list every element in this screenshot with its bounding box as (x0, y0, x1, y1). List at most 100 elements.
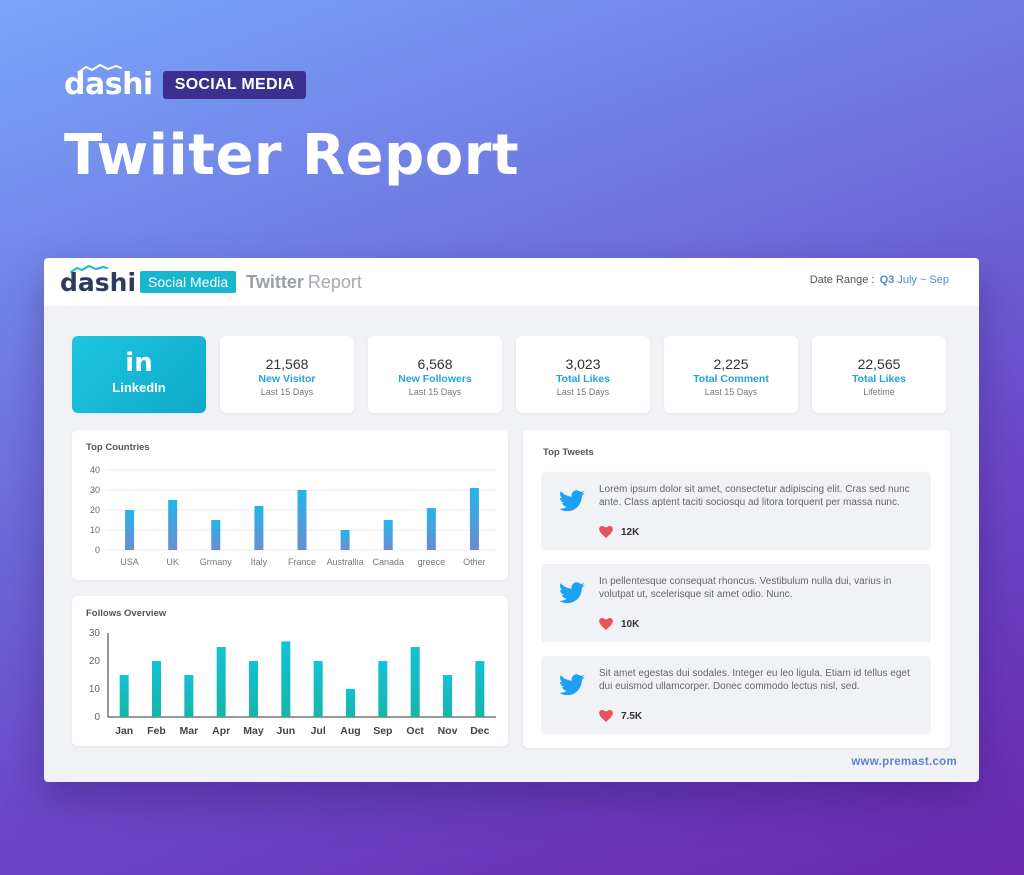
stat-label: Total Likes (851, 373, 907, 385)
hero-badge: SOCIAL MEDIA (162, 71, 307, 99)
x-tick-label: Aug (340, 725, 360, 737)
heart-icon[interactable] (599, 618, 613, 630)
stat-sub: Last 15 Days (408, 386, 462, 397)
x-tick-label: Apr (212, 725, 230, 737)
stat-value: 22,565 (857, 356, 901, 372)
linkedin-tile[interactable]: in LinkedIn (72, 336, 206, 413)
x-tick-label: Grmany (200, 557, 233, 567)
stat-sub: Last 15 Days (260, 386, 314, 397)
x-tick-label: Canada (372, 557, 404, 567)
bar-italy (254, 506, 264, 550)
bar-jul (313, 661, 323, 717)
x-tick-label: UK (166, 557, 179, 567)
stat-value: 2,225 (713, 356, 749, 372)
bar-grmany (211, 520, 221, 550)
bar-canada (383, 520, 393, 550)
bar-jan (119, 675, 129, 717)
y-tick-label: 30 (89, 628, 101, 639)
stat-label: New Visitor (258, 373, 316, 385)
stat-label: New Followers (398, 373, 472, 385)
hero-logo: dashi (64, 64, 153, 102)
follows-overview-panel: Follows Overview 0 10 20 30 Jan Feb Mar Apr May J… (72, 596, 508, 746)
x-tick-label: Oct (406, 725, 424, 737)
card-title-light: Report (307, 271, 362, 292)
stat-label: Total Comment (693, 373, 769, 385)
card-header: dashi Social Media Twitter Report Date Ra… (44, 258, 979, 306)
stat-total-comment: 2,225 Total Comment Last 15 Days (664, 336, 798, 413)
x-tick-label: May (243, 725, 264, 737)
heart-icon[interactable] (599, 710, 613, 722)
follows-overview-chart: 0 10 20 30 Jan Feb Mar Apr May Jun Jul Aug Sep Oct Nov… (89, 628, 496, 737)
tweet-likes: 10K (599, 618, 639, 630)
tweet-likes: 7.5K (599, 710, 642, 722)
bar-jun (281, 641, 291, 717)
bar-uk (168, 500, 178, 550)
bar-mar (184, 675, 194, 717)
stat-value: 6,568 (417, 356, 453, 372)
stat-sub: Last 15 Days (556, 386, 610, 397)
tweet-card[interactable]: Sit amet egestas dui sodales. Integer eu… (541, 656, 931, 734)
y-tick-label: 30 (90, 485, 100, 495)
x-tick-label: Dec (470, 725, 489, 737)
tweet-text: In pellentesque consequat rhoncus. Vesti… (599, 576, 892, 600)
x-tick-label: Mar (179, 725, 198, 737)
logo-wave-icon (78, 64, 122, 73)
date-range-value: Q3 July ~ Sep (880, 274, 949, 286)
stat-value: 21,568 (265, 356, 309, 372)
x-tick-label: Feb (147, 725, 166, 737)
card-title-strong: Twitter (246, 271, 304, 292)
date-range-label: Date Range : (809, 274, 875, 286)
twitter-bird-icon (559, 582, 585, 604)
y-tick-label: 20 (90, 505, 100, 515)
date-range: Date Range : Q3 July ~ Sep (810, 274, 949, 286)
x-tick-label: Jun (276, 725, 295, 737)
y-tick-label: 0 (94, 712, 100, 723)
tweet-text: Lorem ipsum dolor sit amet, consectetur … (599, 484, 910, 508)
tweet-text: Sit amet egestas dui sodales. Integer eu… (599, 668, 910, 692)
footer-url[interactable]: www.premast.com (851, 756, 957, 768)
y-tick-label: 10 (89, 684, 101, 695)
x-tick-label: Jul (311, 725, 326, 737)
follows-overview-title: Follows Overview (86, 608, 167, 619)
bar-apr (216, 647, 226, 717)
date-range-quarter: Q3 (879, 274, 895, 286)
bar-france (297, 490, 307, 550)
hero-brand: dashi SOCIAL MEDIA (64, 64, 307, 102)
x-tick-label: Australlia (327, 557, 364, 567)
top-countries-chart: 0 10 20 30 40 USA UK Grmany Italy France Australli… (90, 465, 496, 567)
dashboard-card: dashi Social Media Twitter Report Date Ra… (44, 258, 979, 782)
tweet-likes-count: 10K (621, 618, 640, 630)
stat-new-followers: 6,568 New Followers Last 15 Days (368, 336, 502, 413)
x-tick-label: greece (418, 557, 446, 567)
heart-icon[interactable] (599, 526, 613, 538)
x-tick-label: Nov (438, 725, 458, 737)
bar-greece (426, 508, 436, 550)
tweet-card[interactable]: In pellentesque consequat rhoncus. Vesti… (541, 564, 931, 642)
bar-may (249, 661, 258, 717)
twitter-bird-icon (559, 674, 585, 696)
stat-total-likes-lifetime: 22,565 Total Likes Lifetime (812, 336, 946, 413)
x-tick-label: USA (120, 557, 139, 567)
y-tick-label: 10 (90, 525, 100, 535)
bar-feb (152, 661, 161, 717)
stat-sub: Lifetime (863, 386, 895, 397)
bar-other (469, 488, 479, 550)
top-countries-title: Top Countries (86, 442, 150, 453)
hero-logo-text: dashi (64, 67, 153, 102)
tweet-likes: 12K (599, 526, 639, 538)
y-tick-label: 40 (90, 465, 100, 475)
x-tick-label: Italy (251, 557, 268, 567)
bar-aug (346, 689, 355, 717)
card-logo: dashi (60, 264, 136, 295)
x-tick-label: France (288, 557, 316, 567)
tweet-card[interactable]: Lorem ipsum dolor sit amet, consectetur … (541, 472, 931, 550)
top-tweets-panel: Top Tweets Lorem ipsum dolor sit amet, c… (523, 430, 950, 748)
stat-total-likes: 3,023 Total Likes Last 15 Days (516, 336, 650, 413)
top-countries-panel: Top Countries 0 10 20 30 40 USA UK Grmany Italy F… (72, 430, 508, 580)
card-badge: Social Media (140, 271, 237, 293)
card-title: Twitter Report (246, 272, 362, 293)
y-tick-label: 20 (89, 656, 101, 667)
twitter-bird-icon (559, 490, 585, 512)
bar-usa (125, 510, 135, 550)
x-tick-label: Jan (115, 725, 133, 737)
